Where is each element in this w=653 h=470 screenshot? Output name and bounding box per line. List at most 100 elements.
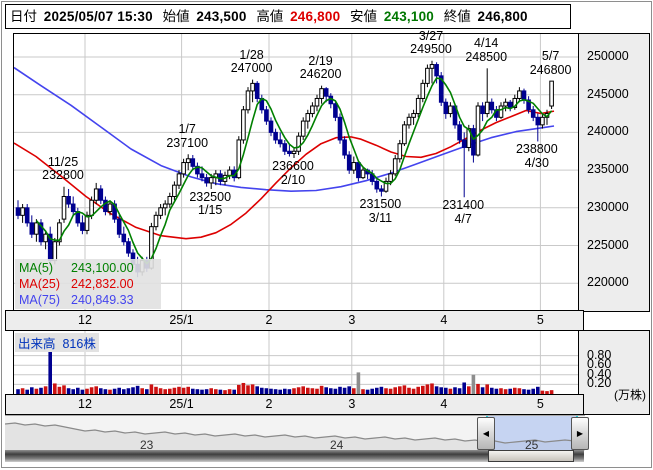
candle-4/10 <box>475 105 481 156</box>
scrollbar[interactable] <box>5 450 584 462</box>
candle-4/7 <box>461 139 467 148</box>
candle-3/17 <box>397 143 403 160</box>
nav-right-button[interactable]: ▶ <box>571 417 589 450</box>
candle-1/10 <box>199 173 205 179</box>
date-tick-2: 2 <box>265 313 273 327</box>
candle-11/22 <box>57 222 62 243</box>
nav-year-24: 24 <box>330 438 344 452</box>
volume-chart[interactable]: 出来高 816株 <box>13 330 580 396</box>
date-tick-2: 2 <box>265 397 273 411</box>
volume-label: 出来高 <box>18 337 56 351</box>
date-tick-4: 4 <box>440 313 448 327</box>
candle-12/12 <box>121 233 127 243</box>
candle-1/14 <box>204 177 209 184</box>
candle-3/3 <box>351 162 357 171</box>
price-tick-235000: 235000 <box>587 162 629 177</box>
candle-2/25 <box>333 103 338 118</box>
scrollbar-thumb[interactable] <box>488 450 574 462</box>
candle-2/3 <box>268 120 274 133</box>
quote-header: 日付 2025/05/07 15:30 始値 243,500 高値 246,80… <box>5 4 571 29</box>
candle-12/26 <box>167 195 173 205</box>
range-navigator[interactable]: 23 24 25 ◀ ▶ <box>5 415 589 452</box>
candle-2/6 <box>282 143 288 152</box>
candle-2/20 <box>323 88 329 97</box>
candle-3/25 <box>420 82 426 99</box>
candle-12/30 <box>176 173 182 186</box>
date-tick-3: 3 <box>348 313 356 327</box>
candle-4/22 <box>512 97 518 109</box>
date-axis-volume: 12 25/1 2 3 4 5 <box>5 394 584 415</box>
candlestick-svg <box>14 34 579 311</box>
price-tick-250000: 250000 <box>587 49 629 63</box>
date-value: 2025/05/07 15:30 <box>43 9 153 24</box>
candle-4/30 <box>535 116 541 126</box>
candle-12/27 <box>172 184 177 197</box>
candle-1/27 <box>245 90 251 111</box>
candle-3/28 <box>434 64 439 77</box>
candle-4/21 <box>507 101 513 109</box>
candle-12/23 <box>153 214 159 228</box>
candle-3/10 <box>374 180 380 190</box>
open-label: 始値 <box>162 9 190 24</box>
date-label: 日付 <box>10 9 37 24</box>
ma5-value: 243,100.00 <box>71 261 134 275</box>
ma75-legend-row: MA(75) 240,849.33 <box>19 292 157 308</box>
candle-12/4 <box>93 188 99 201</box>
date-tick-5: 5 <box>536 313 544 327</box>
price-tick-230000: 230000 <box>587 199 629 214</box>
candle-2/7 <box>287 150 292 155</box>
candle-2/19 <box>319 88 324 99</box>
date-tick-4: 4 <box>440 397 448 411</box>
date-tick-25-1: 25/1 <box>169 313 194 327</box>
candle-3/4 <box>356 162 361 179</box>
candle-12/13 <box>126 241 131 254</box>
candle-1/6 <box>181 162 186 175</box>
volume-tick-0.80: 0.80 <box>587 347 612 362</box>
candle-12/24 <box>158 207 163 216</box>
candle-11/19 <box>43 233 48 243</box>
open-value: 243,500 <box>196 9 247 24</box>
volume-tick-0.40: 0.40 <box>587 366 612 381</box>
volume-readout: 出来高 816株 <box>15 333 99 352</box>
volume-tick-0.60: 0.60 <box>587 357 612 372</box>
candle-3/13 <box>388 173 393 182</box>
candle-1/24 <box>241 109 246 141</box>
candle-2/13 <box>300 120 306 137</box>
candle-4/28 <box>530 109 536 118</box>
candle-1/7 <box>185 158 191 164</box>
ma25-name: MA(25) <box>19 277 60 291</box>
candle-2/12 <box>296 135 301 152</box>
candle-3/11 <box>379 188 384 192</box>
navigator-svg <box>5 416 585 451</box>
high-label: 高値 <box>256 9 284 24</box>
candle-4/4 <box>457 124 462 141</box>
volume-axis-panel: (万株) 0.80 0.60 0.40 0.20 <box>578 330 650 415</box>
volume-tick-0.20: 0.20 <box>587 376 612 391</box>
nav-year-23: 23 <box>140 438 154 452</box>
candle-11/27 <box>70 203 76 213</box>
ma75-value: 240,849.33 <box>71 293 134 307</box>
candle-1/28 <box>250 82 255 92</box>
candle-2/5 <box>277 139 283 145</box>
candle-12/3 <box>89 199 94 216</box>
candle-2/18 <box>314 97 320 107</box>
date-axis-main: 12 25/1 2 3 4 5 <box>5 310 584 331</box>
candle-4/23 <box>517 90 522 99</box>
candle-12/5 <box>98 188 104 201</box>
candle-1/21 <box>227 169 232 176</box>
nav-left-button[interactable]: ◀ <box>477 417 495 450</box>
candle-5/7 <box>549 80 554 107</box>
date-tick-3: 3 <box>348 397 356 411</box>
candle-1/31 <box>264 109 269 122</box>
price-tick-220000: 220000 <box>587 275 629 290</box>
candle-1/15 <box>208 177 214 184</box>
candle-4/17 <box>498 105 504 118</box>
candle-4/1 <box>443 101 449 115</box>
candlestick-chart[interactable]: MA(5) 243,100.00 MA(25) 242,832.00 MA(75… <box>13 33 580 312</box>
candle-12/2 <box>84 214 90 231</box>
candle-11/29 <box>80 222 85 231</box>
high-value: 246,800 <box>290 9 341 24</box>
candle-4/15 <box>489 101 495 111</box>
candle-1/29 <box>254 82 260 99</box>
